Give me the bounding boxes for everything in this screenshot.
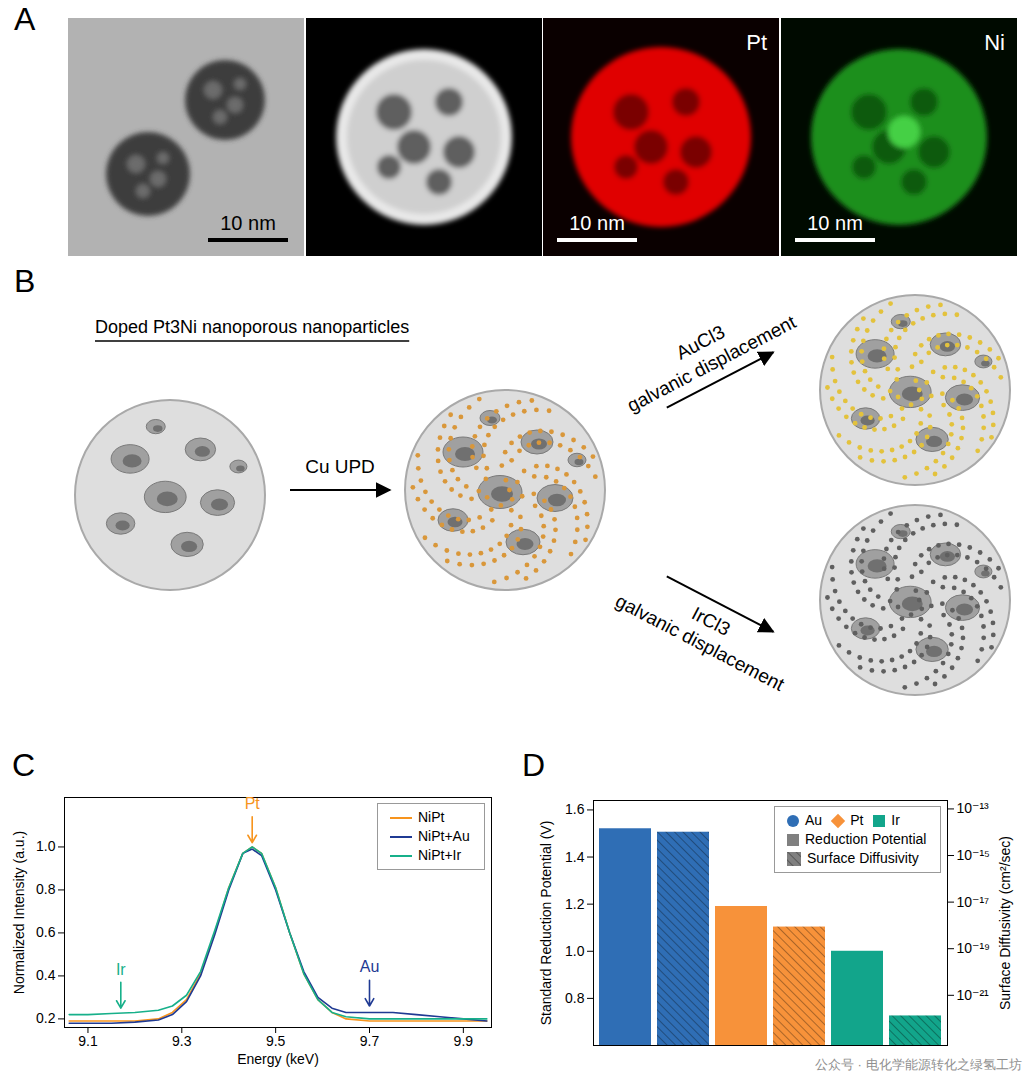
svg-text:9.7: 9.7 — [360, 1033, 380, 1049]
svg-text:Normalized Intensity (a.u.): Normalized Intensity (a.u.) — [11, 831, 27, 994]
svg-text:10⁻²¹: 10⁻²¹ — [957, 987, 990, 1003]
svg-text:0.2: 0.2 — [36, 1010, 56, 1026]
html-text:B: B — [14, 263, 36, 299]
svg-text:9.5: 9.5 — [266, 1033, 286, 1049]
html-text:Au: Au — [805, 812, 823, 828]
svg-text:0.8: 0.8 — [565, 990, 585, 1006]
svg-text:0.4: 0.4 — [36, 967, 56, 983]
svg-text:Ir: Ir — [116, 961, 126, 978]
svg-text:AuCl3: AuCl3 — [672, 321, 729, 364]
svg-text:Standard Reduction Potential (: Standard Reduction Potential (V) — [538, 821, 554, 1026]
html-text:NiPt: NiPt — [418, 809, 445, 825]
svg-text:0.6: 0.6 — [36, 924, 56, 940]
svg-text:9.3: 9.3 — [172, 1033, 192, 1049]
html-text:公众号 · 电化学能源转化之绿氢工坊: 公众号 · 电化学能源转化之绿氢工坊 — [815, 1057, 1022, 1072]
svg-text:1.0: 1.0 — [36, 838, 56, 854]
svg-text:9.9: 9.9 — [454, 1033, 474, 1049]
svg-text:Ni: Ni — [984, 30, 1005, 55]
html-text:NiPt+Au: NiPt+Au — [418, 828, 470, 844]
svg-text:10⁻¹⁹: 10⁻¹⁹ — [957, 940, 991, 956]
svg-text:10⁻¹³: 10⁻¹³ — [957, 800, 990, 816]
svg-text:Energy (keV): Energy (keV) — [237, 1051, 319, 1067]
svg-text:10 nm: 10 nm — [220, 212, 276, 234]
svg-text:IrCl3: IrCl3 — [688, 602, 734, 640]
html-text:D: D — [522, 747, 546, 783]
svg-text:Doped Pt3Ni nanoporous nanopar: Doped Pt3Ni nanoporous nanoparticles — [95, 317, 409, 337]
svg-text:1.6: 1.6 — [565, 801, 585, 817]
svg-text:Pt: Pt — [746, 30, 767, 55]
svg-text:10 nm: 10 nm — [569, 212, 625, 234]
svg-text:Cu UPD: Cu UPD — [305, 456, 375, 477]
svg-text:Au: Au — [360, 958, 380, 975]
html-text:Surface Diffusivity: Surface Diffusivity — [807, 850, 919, 866]
svg-text:Surface Diffusivity (cm²/sec): Surface Diffusivity (cm²/sec) — [997, 836, 1013, 1010]
svg-text:10⁻¹⁷: 10⁻¹⁷ — [957, 894, 990, 910]
svg-text:10 nm: 10 nm — [807, 212, 863, 234]
html-text:C: C — [12, 747, 36, 783]
svg-text:1.4: 1.4 — [565, 849, 585, 865]
svg-text:1.0: 1.0 — [565, 943, 585, 959]
svg-text:10⁻¹⁵: 10⁻¹⁵ — [957, 847, 990, 863]
html-text:Pt: Pt — [850, 812, 864, 828]
html-text:NiPt+Ir: NiPt+Ir — [418, 847, 462, 863]
svg-text:galvanic displacement: galvanic displacement — [624, 311, 800, 416]
html-text:Reduction Potential: Reduction Potential — [805, 831, 927, 847]
svg-text:9.1: 9.1 — [78, 1033, 98, 1049]
html-text:A: A — [14, 1, 36, 37]
svg-text:Pt: Pt — [245, 795, 261, 812]
svg-text:1.2: 1.2 — [565, 896, 585, 912]
svg-text:galvanic displacement: galvanic displacement — [612, 590, 788, 695]
html-text:Ir: Ir — [891, 812, 900, 828]
svg-text:0.8: 0.8 — [36, 881, 56, 897]
